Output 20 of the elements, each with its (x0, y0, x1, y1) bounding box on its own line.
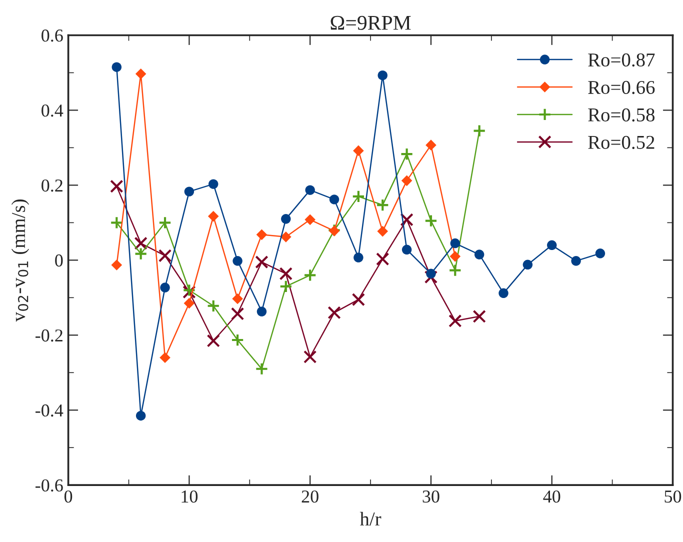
y-tick-label: -0.6 (36, 479, 63, 492)
y-tick-label: 0 (55, 254, 63, 267)
y-tick-label: 0.4 (42, 104, 64, 117)
x-tick-label: 10 (182, 490, 198, 503)
legend-label: Ro=0.58 (588, 108, 655, 122)
y-tick-label: -0.2 (36, 329, 62, 342)
y-tick-label: 0.2 (42, 179, 62, 192)
chart-title: Ω=9RPM (330, 16, 411, 30)
legend-label: Ro=0.87 (588, 53, 655, 67)
x-tick-label: 20 (302, 490, 318, 503)
y-tick-label: 0.6 (42, 29, 63, 42)
legend-label: Ro=0.52 (588, 136, 654, 150)
x-tick-label: 30 (422, 490, 440, 503)
x-tick-label: 50 (664, 490, 682, 503)
x-axis-title: h/r (360, 512, 382, 526)
legend-label: Ro=0.66 (588, 80, 655, 94)
x-tick-label: 40 (543, 490, 560, 503)
y-tick-label: -0.4 (36, 404, 64, 417)
y-axis-title: v$_{02}$-v$_{01}$ (mm/s) (11, 200, 30, 322)
x-tick-label: 0 (64, 490, 72, 503)
